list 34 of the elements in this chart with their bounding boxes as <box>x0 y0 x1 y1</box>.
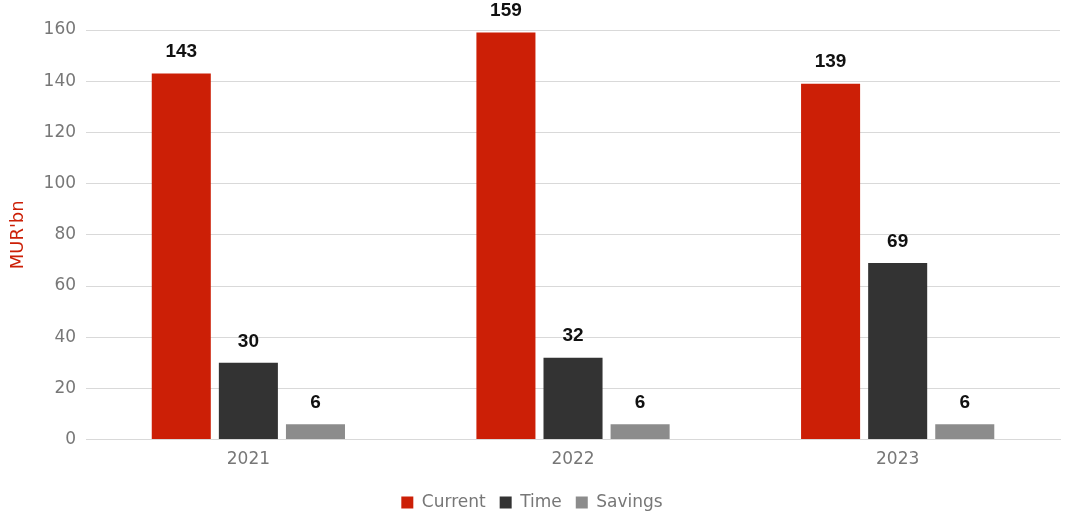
data-label: 6 <box>310 390 321 412</box>
y-tick-label: 120 <box>43 120 77 141</box>
data-label: 32 <box>562 324 584 346</box>
legend-label: Savings <box>596 490 663 511</box>
data-label: 69 <box>887 229 909 251</box>
bar <box>801 83 861 440</box>
data-label: 139 <box>814 50 847 72</box>
bar <box>610 424 670 440</box>
x-tick-label: 2021 <box>226 448 271 469</box>
x-tick-label: 2022 <box>551 448 595 469</box>
bar <box>285 424 345 440</box>
data-label: 30 <box>237 329 259 351</box>
y-axis-title: MUR'bn <box>6 200 28 270</box>
data-label: 6 <box>959 390 971 412</box>
data-label: 6 <box>634 390 646 412</box>
y-tick-label: 20 <box>54 376 77 397</box>
legend-label: Current <box>421 490 486 511</box>
y-tick-label: 80 <box>54 223 77 244</box>
y-tick-label: 0 <box>65 428 77 449</box>
x-tick-label: 2023 <box>876 448 920 469</box>
legend-label: Time <box>519 490 562 511</box>
data-label: 159 <box>490 0 522 21</box>
bar <box>218 362 278 440</box>
y-tick-label: 40 <box>54 325 77 346</box>
bar <box>151 73 211 440</box>
y-tick-label: 60 <box>54 274 77 295</box>
y-tick-label: 160 <box>43 18 77 39</box>
bar <box>543 357 603 440</box>
y-tick-label: 100 <box>43 172 77 193</box>
y-tick-label: 140 <box>43 69 77 90</box>
bar <box>868 262 928 440</box>
bar <box>476 32 536 440</box>
data-label: 143 <box>165 40 198 62</box>
bar <box>935 424 995 440</box>
